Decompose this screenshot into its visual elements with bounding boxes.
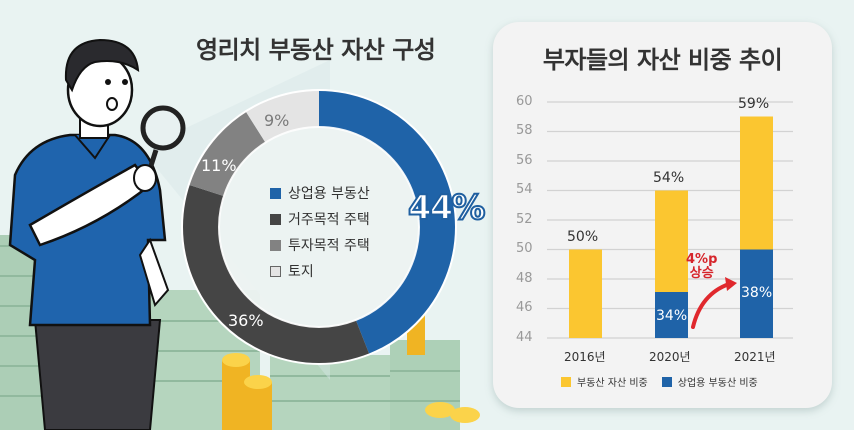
- bar-label-2021-total: 59%: [738, 96, 770, 112]
- legend-label: 부동산 자산 비중: [577, 378, 648, 389]
- donut-segment-investment: [188, 111, 266, 197]
- y-tick-60: 60: [516, 94, 533, 109]
- y-tick-50: 50: [516, 241, 533, 256]
- legend-item-investment: 투자목적 주택: [270, 232, 370, 258]
- donut-segment-land: [245, 89, 319, 143]
- asset-share-trend-card: 부자들의 자산 비중 추이 60 58 56 54 52 50 48 46 44: [493, 22, 832, 408]
- bar-chart-legend: 부동산 자산 비중 상업용 부동산 비중: [561, 374, 772, 389]
- donut-segment-residential: [182, 184, 370, 365]
- legend-item-commercial-share: 상업용 부동산 비중: [661, 374, 758, 389]
- legend-label: 투자목적 주택: [288, 238, 370, 254]
- bar-label-2020-total: 54%: [653, 170, 685, 186]
- label-residential-36: 36%: [228, 311, 264, 330]
- rising-arrow-icon: [691, 282, 731, 329]
- legend-swatch-yellow: [561, 376, 571, 387]
- y-tick-56: 56: [516, 153, 533, 168]
- person-with-magnifier-illustration: [8, 38, 186, 430]
- legend-label: 상업용 부동산: [288, 186, 370, 202]
- annotation-value: 4%p: [686, 252, 718, 267]
- legend-swatch-light-gray: [270, 265, 281, 277]
- legend-swatch-blue: [661, 376, 672, 387]
- bar-chart-plot: [547, 101, 793, 339]
- legend-swatch-blue: [270, 187, 281, 199]
- y-tick-54: 54: [516, 182, 533, 197]
- bar-2016-realestate: [569, 249, 602, 338]
- legend-item-commercial: 상업용 부동산: [270, 180, 370, 206]
- y-tick-52: 52: [516, 212, 533, 227]
- x-label-2021: 2021년: [734, 350, 776, 364]
- y-tick-48: 48: [516, 271, 533, 286]
- donut-legend: 상업용 부동산 거주목적 주택 투자목적 주택 토지: [270, 180, 370, 284]
- bar-label-2016-total: 50%: [567, 229, 599, 245]
- bar-label-2020-commercial: 34%: [656, 308, 688, 324]
- donut-chart-title: 영리치 부동산 자산 구성: [196, 36, 436, 64]
- legend-label: 토지: [288, 264, 314, 280]
- y-tick-46: 46: [516, 300, 533, 315]
- x-label-2020: 2020년: [649, 350, 691, 364]
- label-land-9: 9%: [264, 111, 290, 130]
- label-investment-11: 11%: [201, 156, 237, 175]
- legend-item-residential: 거주목적 주택: [270, 206, 370, 232]
- bar-2020-commercial: [655, 292, 688, 338]
- annotation-increase: 4%p 상승: [686, 253, 717, 281]
- legend-item-land: 토지: [270, 258, 370, 284]
- legend-label: 상업용 부동산 비중: [677, 378, 758, 389]
- annotation-text: 상승: [689, 266, 714, 281]
- donut-segment-commercial: [319, 90, 457, 355]
- bar-label-2021-commercial: 38%: [741, 285, 773, 301]
- bar-2021-commercial: [740, 249, 773, 338]
- label-commercial-44: 44%: [407, 187, 486, 229]
- x-label-2016: 2016년: [564, 350, 606, 364]
- legend-swatch-dark-gray: [270, 213, 281, 225]
- bar-chart-title: 부자들의 자산 비중 추이: [542, 46, 783, 74]
- y-tick-44: 44: [516, 330, 533, 345]
- y-tick-58: 58: [516, 123, 533, 138]
- legend-swatch-gray: [270, 239, 281, 251]
- legend-item-realestate-share: 부동산 자산 비중: [561, 374, 648, 389]
- legend-label: 거주목적 주택: [288, 212, 370, 228]
